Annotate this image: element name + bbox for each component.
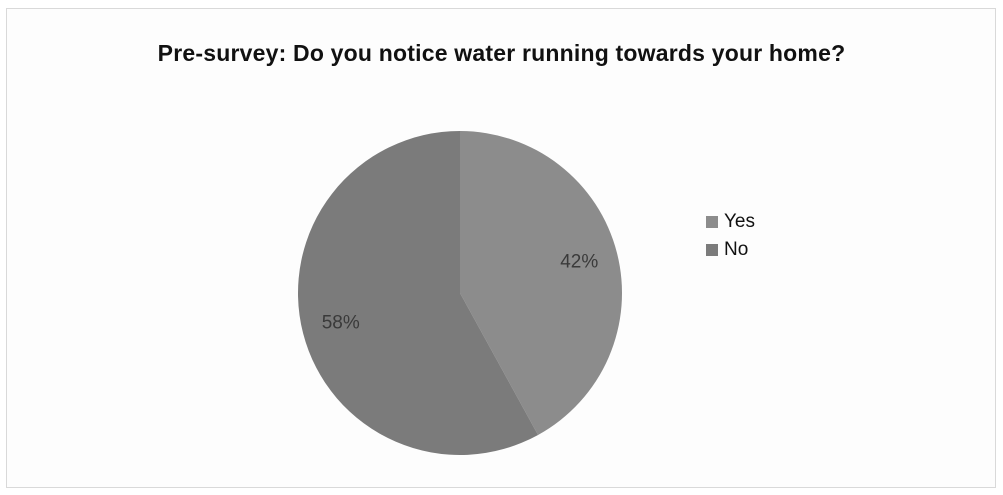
chart-title: Pre-survey: Do you notice water running … (157, 40, 846, 66)
legend-label-no: No (724, 239, 749, 260)
legend: Yes No (706, 208, 755, 264)
data-label-no: 58% (322, 313, 360, 334)
legend-item-yes: Yes (706, 208, 755, 236)
data-label-yes: 42% (560, 251, 598, 272)
legend-item-no: No (706, 236, 755, 264)
legend-swatch-no (706, 244, 718, 256)
pie-slice-no (297, 131, 539, 455)
legend-label-yes: Yes (724, 211, 755, 232)
pie-slice-yes (460, 131, 622, 435)
legend-swatch-yes (706, 216, 718, 228)
